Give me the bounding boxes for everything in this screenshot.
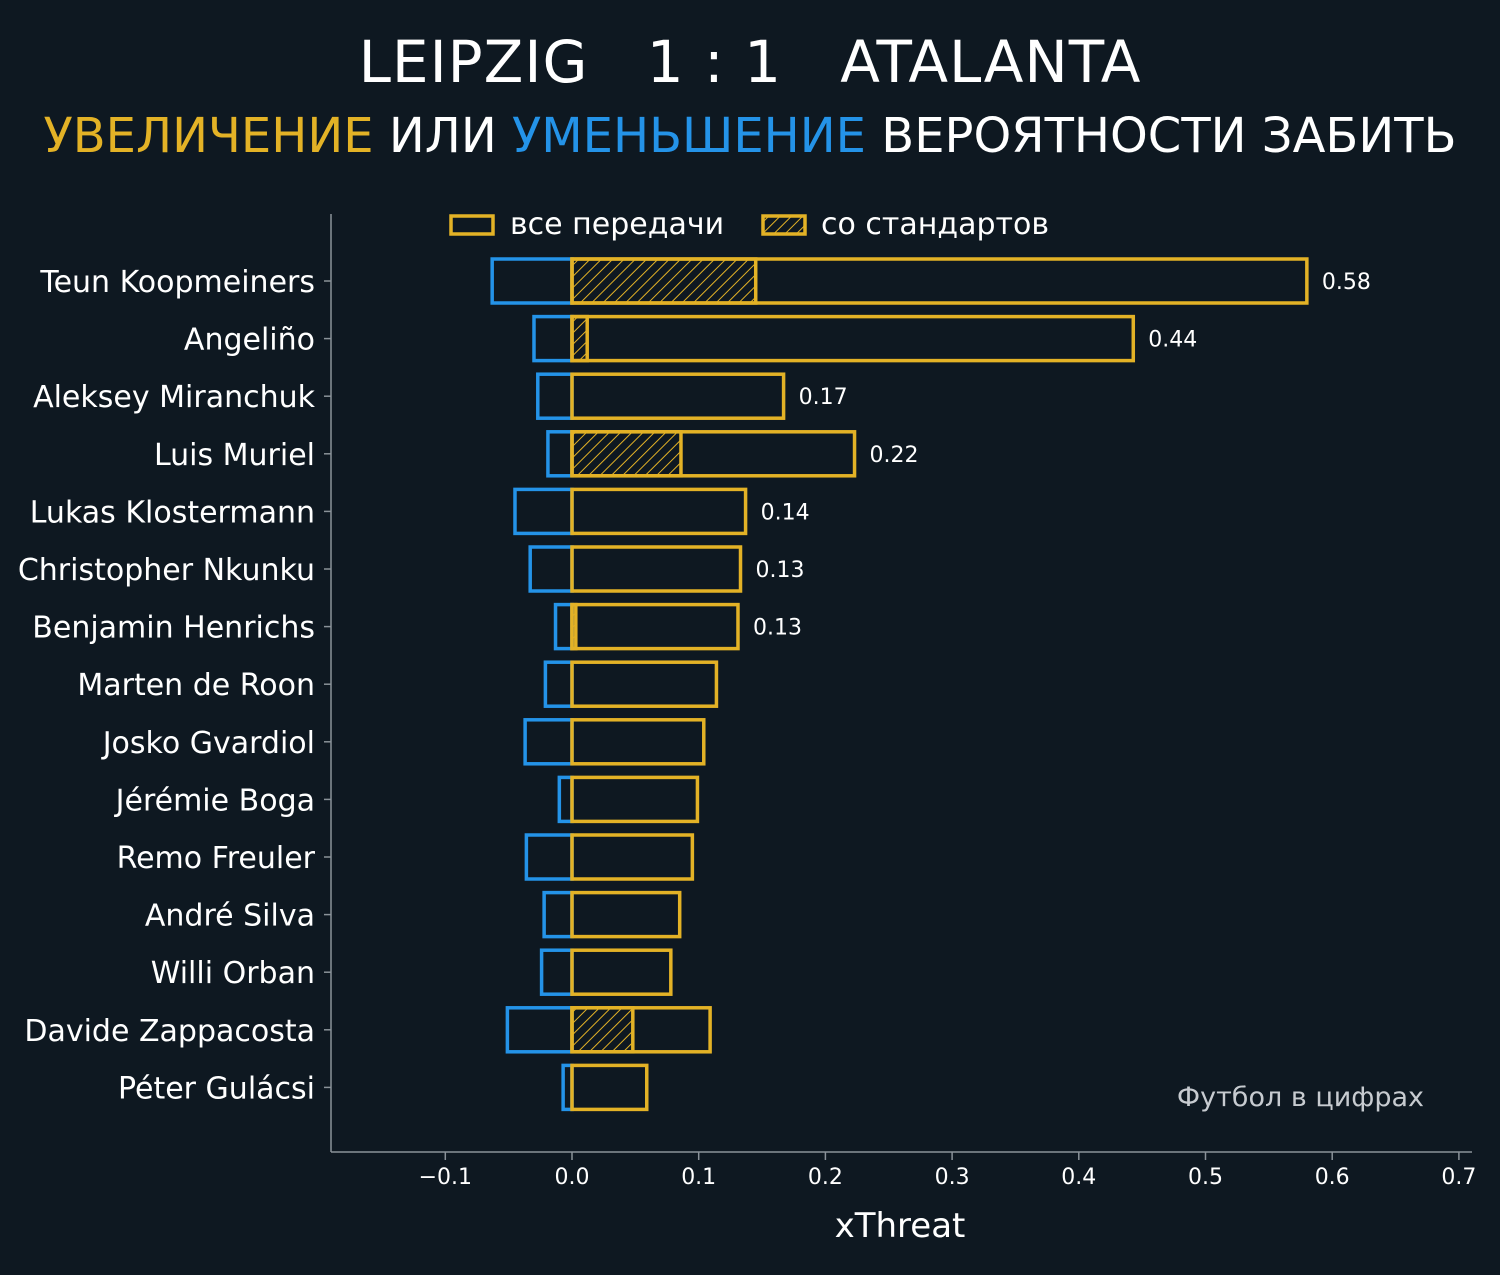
player-name: Marten de Roon <box>77 668 315 703</box>
bar-positive <box>570 890 682 939</box>
bar-set-pieces <box>570 430 683 478</box>
value-label: 0.14 <box>761 500 810 525</box>
player-name: Benjamin Henrichs <box>32 611 315 646</box>
legend-set-pieces-swatch <box>761 214 807 236</box>
bar-negative <box>524 833 574 881</box>
bar-positive <box>570 718 706 766</box>
legend-all-passes-label: все передачи <box>510 207 724 242</box>
subtitle-decrease: УМЕНЬШЕНИЕ <box>512 108 866 164</box>
player-name: Lukas Klostermann <box>30 495 315 530</box>
value-labels: 0.58 0.44 0.17 0.22 0.14 0.13 0.13 <box>753 270 1371 641</box>
x-axis-label: xThreat <box>835 1206 966 1246</box>
legend-set-pieces-label: со стандартов <box>821 207 1049 242</box>
legend-all-passes-swatch <box>449 214 495 236</box>
bar-positive <box>570 948 673 996</box>
x-tick-label: 0.6 <box>1315 1165 1350 1190</box>
bar-set-pieces <box>570 257 758 305</box>
bar-negative <box>528 545 574 593</box>
player-name: Luis Muriel <box>154 438 315 473</box>
x-tick-label: −0.1 <box>419 1165 472 1190</box>
bar-positive <box>570 545 743 593</box>
player-name: Remo Freuler <box>117 841 316 876</box>
player-labels: Teun Koopmeiners Angeliño Aleksey Miranchu… <box>18 265 316 1106</box>
bar-negative <box>490 257 574 305</box>
x-tick-label: 0.4 <box>1061 1165 1096 1190</box>
player-name: Josko Gvardiol <box>101 726 315 761</box>
bar-positive <box>570 430 857 478</box>
x-tick-label: 0.2 <box>808 1165 843 1190</box>
subtitle-increase: УВЕЛИЧЕНИЕ <box>43 108 374 164</box>
home-team: LEIPZIG <box>358 28 589 96</box>
value-label: 0.44 <box>1148 328 1197 353</box>
value-label: 0.13 <box>753 616 802 641</box>
bar-positive <box>570 1063 649 1112</box>
player-name: Angeliño <box>184 323 315 358</box>
x-tick-label: 0.0 <box>555 1165 590 1190</box>
bar-positive <box>570 660 719 708</box>
bar-negative <box>513 487 574 536</box>
player-name: Péter Gulácsi <box>118 1071 315 1106</box>
x-tick-label: 0.5 <box>1188 1165 1223 1190</box>
x-tick-label: 0.1 <box>681 1165 716 1190</box>
bar-negative <box>543 660 574 708</box>
bar-set-pieces <box>570 1006 635 1054</box>
player-name: Willi Orban <box>151 956 315 991</box>
bar-negative <box>557 775 574 824</box>
player-name: Jérémie Boga <box>114 783 315 818</box>
bar-negative <box>523 718 574 766</box>
chart-subtitle: УВЕЛИЧЕНИЕ ИЛИ УМЕНЬШЕНИЕ ВЕРОЯТНОСТИ ЗА… <box>0 108 1500 164</box>
bar-positive <box>570 775 700 824</box>
player-name: Davide Zappacosta <box>24 1014 315 1049</box>
y-ticks <box>324 280 331 1089</box>
away-team: ATALANTA <box>840 28 1142 96</box>
x-tick-label: 0.3 <box>935 1165 970 1190</box>
value-label: 0.13 <box>756 558 805 583</box>
bar-positive <box>570 487 748 536</box>
bar-positive <box>570 257 1309 305</box>
bars-group <box>490 257 1309 1112</box>
value-label: 0.17 <box>799 385 848 410</box>
bar-positive <box>570 314 1136 363</box>
player-name: André Silva <box>145 899 315 934</box>
bar-positive <box>570 602 740 651</box>
bar-positive <box>570 372 786 420</box>
x-ticks: −0.1 0.0 0.1 0.2 0.3 0.4 0.5 0.6 0.7 <box>419 1152 1476 1190</box>
chart-title: LEIPZIG 1 : 1 ATALANTA <box>0 28 1500 96</box>
subtitle-or: ИЛИ <box>388 108 497 164</box>
value-label: 0.58 <box>1322 270 1371 295</box>
player-name: Christopher Nkunku <box>18 553 315 588</box>
bar-negative <box>536 372 574 420</box>
value-label: 0.22 <box>870 443 919 468</box>
watermark: Футбол в цифрах <box>1177 1082 1424 1113</box>
bar-negative <box>542 890 574 939</box>
bar-set-pieces <box>570 314 589 363</box>
player-name: Aleksey Miranchuk <box>33 380 316 415</box>
bar-negative <box>532 314 574 363</box>
bar-positive <box>570 1006 712 1054</box>
bar-negative <box>539 948 574 996</box>
legend: все передачи со стандартов <box>449 207 1049 242</box>
bar-negative <box>546 430 574 478</box>
bar-negative <box>553 602 574 651</box>
subtitle-rest: ВЕРОЯТНОСТИ ЗАБИТЬ <box>881 108 1457 164</box>
player-name: Teun Koopmeiners <box>39 265 315 300</box>
bar-negative <box>505 1006 574 1054</box>
x-tick-label: 0.7 <box>1441 1165 1476 1190</box>
bar-positive <box>570 833 695 881</box>
score: 1 : 1 <box>646 28 782 96</box>
